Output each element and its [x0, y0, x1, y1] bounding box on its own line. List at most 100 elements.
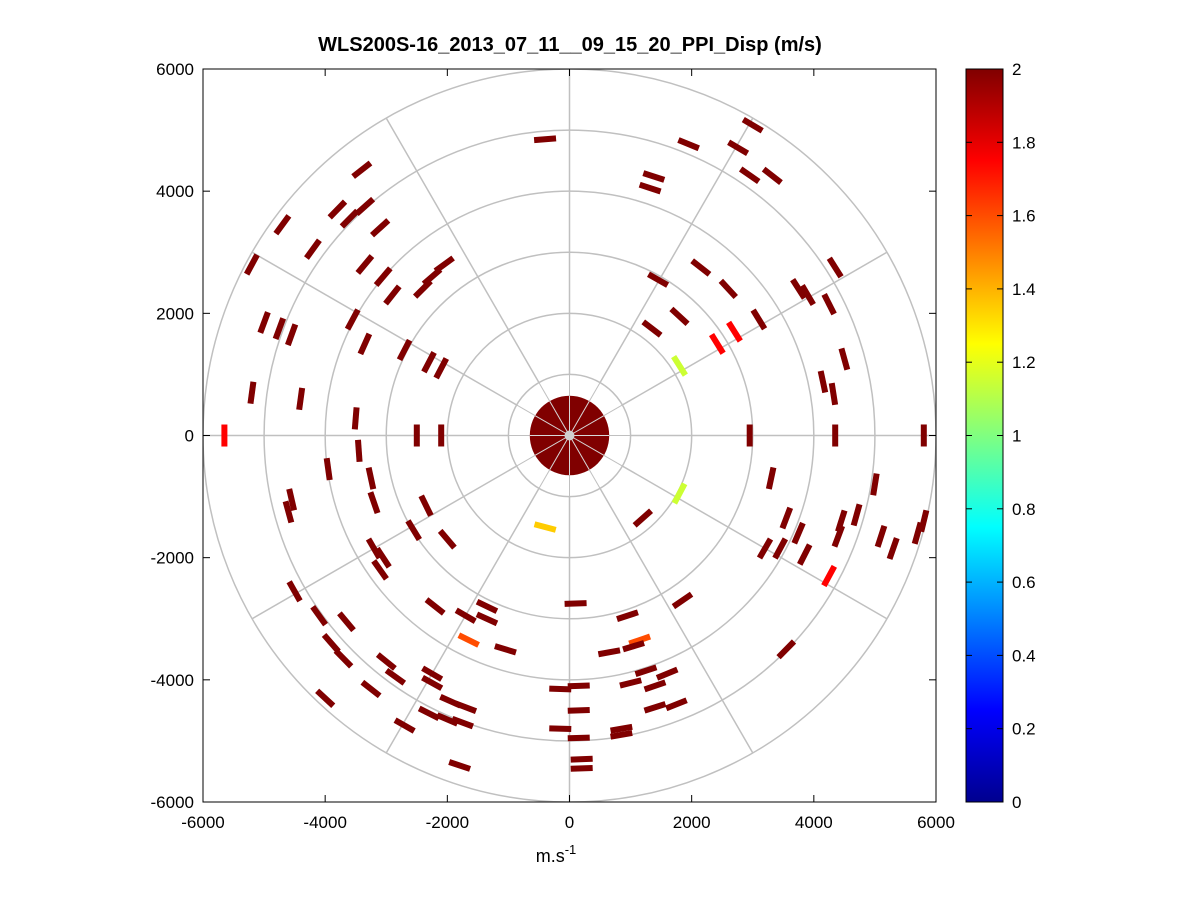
- data-point: [304, 238, 322, 260]
- data-point: [642, 170, 666, 183]
- colorbar-tick-label: 1.6: [1012, 207, 1036, 226]
- x-tick-label: 4000: [795, 813, 833, 832]
- data-point: [570, 764, 593, 772]
- spoke-line: [622, 465, 888, 620]
- data-point: [367, 491, 381, 515]
- data-point: [835, 509, 848, 533]
- origin-marker: [564, 430, 575, 441]
- spoke-line: [599, 117, 754, 383]
- data-point: [776, 639, 797, 660]
- data-point: [756, 537, 774, 560]
- data-point: [610, 729, 633, 740]
- data-point: [641, 319, 663, 338]
- x-tick-label: -6000: [181, 813, 224, 832]
- data-point: [671, 591, 694, 610]
- data-point: [567, 707, 590, 714]
- data-point: [874, 524, 888, 548]
- data-point: [333, 648, 354, 669]
- data-point: [821, 293, 837, 316]
- data-point: [418, 494, 434, 517]
- data-point: [797, 543, 813, 566]
- data-point: [634, 664, 658, 677]
- data-point: [454, 700, 478, 715]
- data-point: [354, 196, 376, 217]
- colorbar-tick-label: 1.4: [1012, 280, 1036, 299]
- data-point: [677, 137, 700, 152]
- data-point: [413, 279, 433, 299]
- data-point: [243, 253, 260, 276]
- data-point: [597, 647, 621, 658]
- colorbar-tick-label: 0.2: [1012, 720, 1036, 739]
- data-point: [321, 632, 341, 654]
- data-point: [727, 139, 750, 156]
- data-point: [831, 524, 846, 548]
- colorbar-tick-label: 0.8: [1012, 500, 1036, 519]
- data-point: [296, 387, 306, 411]
- data-point: [790, 277, 808, 300]
- data-point: [413, 424, 420, 447]
- data-point: [421, 351, 437, 374]
- data-point: [718, 278, 738, 300]
- blob-spoke-line: [569, 435, 605, 456]
- spoke-line: [622, 251, 888, 406]
- data-point: [221, 424, 228, 447]
- data-point: [708, 332, 726, 355]
- data-point: [817, 370, 829, 394]
- data-point: [791, 521, 806, 545]
- y-tick-label: 2000: [156, 304, 194, 323]
- data-point: [622, 640, 645, 653]
- data-point: [405, 519, 422, 542]
- data-point: [369, 218, 391, 238]
- colorbar-tick-label: 0.6: [1012, 573, 1036, 592]
- data-point: [393, 717, 416, 734]
- y-tick-label: 6000: [156, 60, 194, 79]
- x-axis-label: m.s-1: [536, 842, 577, 866]
- data-point: [351, 407, 360, 430]
- data-point: [821, 564, 837, 588]
- data-point: [671, 354, 688, 377]
- data-point: [247, 381, 257, 405]
- colorbar-tick-label: 1.8: [1012, 133, 1036, 152]
- data-point: [383, 284, 402, 306]
- data-point: [421, 665, 444, 682]
- x-axis-label-superscript: -1: [565, 842, 577, 857]
- y-tick-label: 0: [185, 427, 194, 446]
- data-point: [761, 166, 783, 186]
- data-point: [567, 682, 590, 690]
- data-point: [870, 473, 880, 496]
- data-point: [285, 323, 299, 347]
- x-tick-label: 6000: [917, 813, 955, 832]
- data-point: [315, 688, 336, 708]
- data-point: [365, 466, 377, 490]
- data-point: [838, 347, 851, 371]
- data-point: [726, 320, 743, 343]
- spoke-line: [251, 251, 517, 406]
- data-point: [886, 537, 900, 560]
- data-point: [438, 424, 445, 447]
- data-point: [371, 559, 389, 581]
- data-point: [310, 605, 328, 627]
- data-point: [475, 598, 499, 614]
- data-point: [779, 506, 794, 530]
- data-point: [257, 311, 271, 334]
- blob-spoke-line: [549, 400, 570, 436]
- data-point: [669, 306, 690, 327]
- data-point: [373, 266, 393, 288]
- blob-spoke-line: [569, 435, 590, 471]
- blob-spoke-line: [549, 435, 570, 471]
- data-point: [826, 256, 844, 279]
- data-point: [344, 308, 361, 331]
- data-point: [746, 424, 753, 447]
- blob-spoke-line: [534, 415, 570, 436]
- data-point: [765, 466, 777, 490]
- data-point: [494, 643, 517, 656]
- x-tick-label: -2000: [426, 813, 469, 832]
- data-point: [671, 482, 688, 505]
- data-point: [454, 607, 477, 624]
- blob-spoke-line: [534, 435, 570, 456]
- data-point: [375, 652, 397, 671]
- y-tick-label: 4000: [156, 182, 194, 201]
- data-point: [355, 254, 375, 275]
- data-point: [549, 685, 572, 693]
- data-point: [437, 528, 457, 550]
